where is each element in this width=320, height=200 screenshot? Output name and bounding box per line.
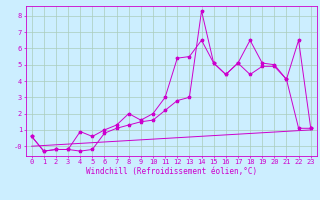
X-axis label: Windchill (Refroidissement éolien,°C): Windchill (Refroidissement éolien,°C): [86, 167, 257, 176]
